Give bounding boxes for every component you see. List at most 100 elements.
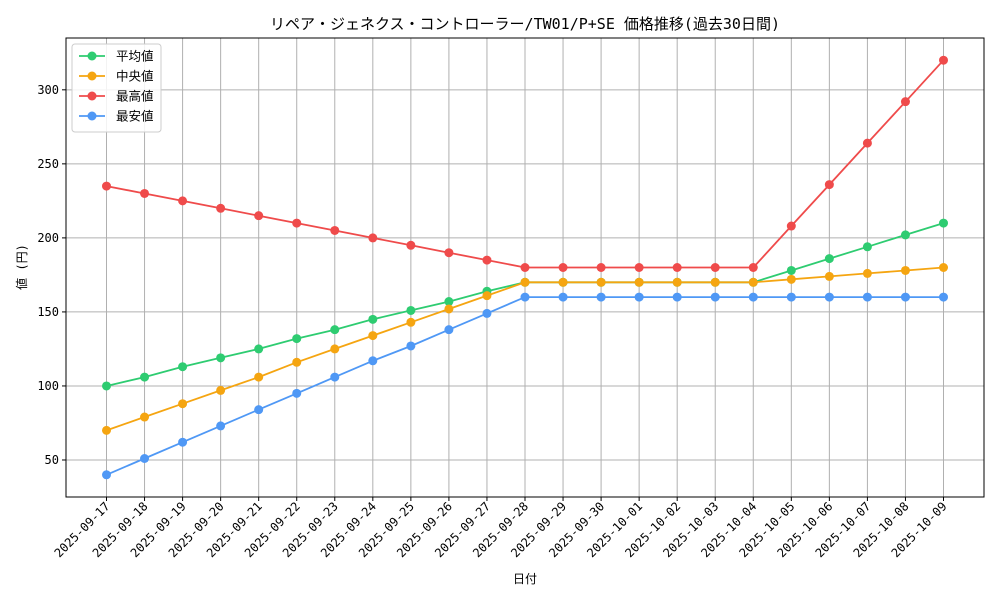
data-point [634, 263, 644, 272]
x-axis-label: 日付 [513, 572, 537, 586]
data-point [520, 263, 530, 272]
data-point [140, 454, 150, 464]
data-point [330, 325, 340, 335]
data-point [140, 412, 150, 422]
data-point [178, 196, 188, 206]
data-point [710, 277, 720, 287]
data-point [862, 268, 872, 278]
data-point [178, 437, 188, 447]
series-3 [102, 55, 948, 272]
data-point [939, 218, 948, 228]
data-point [862, 292, 872, 302]
data-point [406, 317, 416, 327]
data-point [786, 292, 796, 302]
data-point [900, 230, 910, 240]
data-point [178, 399, 188, 409]
data-point [482, 308, 492, 318]
y-tick-label: 300 [37, 83, 59, 97]
data-point [862, 242, 872, 252]
data-point [520, 292, 530, 302]
y-tick-label: 150 [37, 305, 59, 319]
legend-label: 最安値 [116, 109, 154, 124]
series-4 [102, 292, 948, 480]
data-point [672, 263, 682, 272]
data-point [900, 292, 910, 302]
data-point [216, 421, 226, 431]
data-point [444, 304, 454, 314]
y-tick-label: 100 [37, 379, 59, 393]
tick-labels: 501001502002503002025-09-172025-09-18202… [37, 83, 949, 560]
data-point [368, 356, 378, 366]
y-tick-label: 250 [37, 157, 59, 171]
data-point [368, 233, 378, 243]
data-point [824, 180, 834, 190]
data-point [140, 188, 150, 198]
data-point [330, 225, 340, 235]
data-point [558, 263, 568, 272]
data-point [596, 263, 606, 272]
data-point [634, 292, 644, 302]
legend-marker [87, 111, 97, 121]
y-axis-label: 値 (円) [14, 244, 29, 290]
data-point [824, 254, 834, 264]
data-point [254, 405, 264, 415]
data-point [520, 277, 530, 287]
data-point [368, 331, 378, 341]
data-point [102, 181, 111, 191]
y-tick-label: 200 [37, 231, 59, 245]
chart-title: リペア・ジェネクス・コントローラー/TW01/P+SE 価格推移(過去30日間) [270, 15, 780, 33]
data-point [939, 55, 948, 65]
data-point [939, 263, 948, 272]
legend-marker [87, 71, 97, 81]
data-point [406, 305, 416, 315]
data-point [786, 274, 796, 284]
legend-entry: 中央値 [79, 69, 154, 84]
axes [62, 37, 985, 501]
data-point [178, 362, 188, 372]
data-point [824, 271, 834, 281]
data-point [102, 470, 111, 480]
data-point [292, 218, 302, 228]
data-point [254, 344, 264, 354]
data-point [254, 211, 264, 221]
data-point [102, 425, 111, 435]
data-point [710, 263, 720, 272]
data-point [330, 372, 340, 382]
data-point [786, 265, 796, 275]
data-point [672, 277, 682, 287]
data-point [786, 221, 796, 231]
data-point [482, 291, 492, 301]
legend-entry: 最高値 [79, 89, 154, 104]
data-point [406, 240, 416, 250]
data-point [292, 334, 302, 344]
data-point [216, 385, 226, 395]
data-point [862, 138, 872, 148]
data-point [254, 372, 264, 382]
legend-label: 平均値 [116, 49, 154, 64]
data-point [634, 277, 644, 287]
data-point [368, 314, 378, 324]
data-point [444, 248, 454, 258]
data-point [900, 97, 910, 107]
data-point [748, 292, 758, 302]
data-point [748, 263, 758, 272]
data-point [939, 292, 948, 302]
legend-label: 最高値 [116, 89, 154, 104]
data-point [216, 353, 226, 363]
data-point [900, 265, 910, 275]
data-point [292, 388, 302, 398]
data-point [444, 297, 454, 307]
data-point [748, 277, 758, 287]
y-tick-label: 50 [45, 453, 59, 467]
data-point [140, 372, 150, 382]
data-point [292, 357, 302, 367]
data-point [824, 292, 834, 302]
series-2 [102, 263, 948, 435]
data-point [406, 341, 416, 351]
series-lines [102, 55, 948, 480]
data-point [558, 292, 568, 302]
data-point [330, 344, 340, 354]
legend-marker [87, 51, 97, 61]
